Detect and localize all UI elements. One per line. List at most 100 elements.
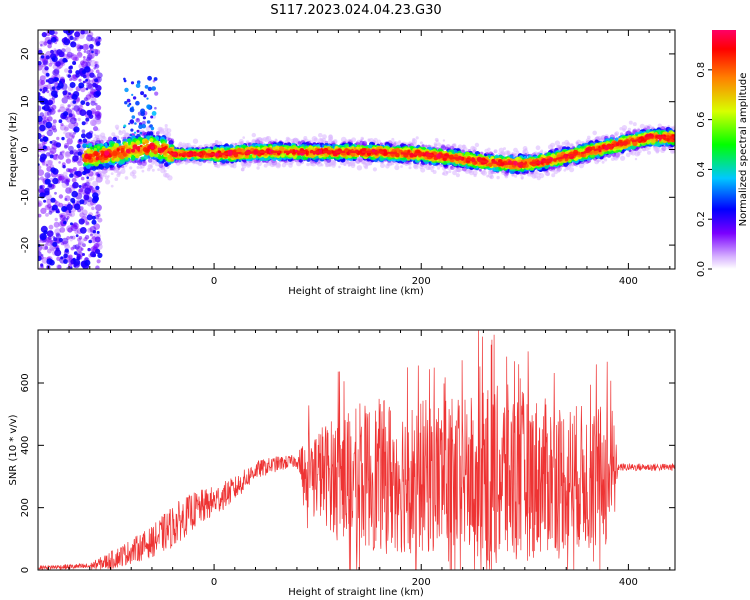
spectral-dot	[361, 137, 364, 141]
spectral-dot	[54, 249, 62, 257]
spectral-dot	[61, 237, 69, 245]
spectral-dot	[86, 176, 89, 179]
spectral-dot	[82, 56, 86, 59]
spectral-dot	[85, 117, 90, 122]
spectral-dot	[105, 179, 111, 185]
spectral-dot	[83, 50, 87, 53]
spectral-dot	[157, 168, 161, 172]
spectral-dot	[58, 194, 64, 199]
spectral-dot	[420, 167, 426, 173]
spectral-dot	[437, 166, 440, 170]
spectral-dot	[83, 97, 88, 102]
spectral-dot	[110, 184, 114, 188]
spectral-dot	[75, 70, 80, 75]
spectral-dot	[154, 106, 157, 110]
spectral-dot	[52, 204, 58, 211]
spectral-dot	[68, 254, 73, 260]
spectral-dot	[46, 230, 54, 238]
spectral-dot	[65, 151, 71, 157]
spectral-dot	[604, 158, 608, 162]
spectral-dot	[115, 127, 119, 131]
spectral-dot	[297, 141, 301, 145]
spectral-dot	[554, 140, 561, 146]
spectral-dot	[43, 104, 50, 112]
spectral-dot	[166, 132, 172, 138]
spectral-dot	[92, 192, 99, 199]
spectral-dot	[130, 128, 134, 132]
spectral-dot	[107, 158, 111, 162]
spectral-dot	[73, 251, 78, 256]
spectral-dot	[89, 72, 95, 78]
spectral-dot	[38, 255, 42, 262]
spectral-dot	[79, 45, 84, 50]
spectral-dot	[63, 38, 71, 46]
spectral-dot	[43, 41, 48, 46]
spectral-dot	[398, 140, 401, 143]
spectral-dot	[44, 178, 51, 185]
spectral-dot	[82, 184, 87, 189]
spectral-dot	[44, 246, 49, 250]
spectral-dot	[43, 199, 47, 203]
spectral-dot	[90, 100, 96, 106]
spectral-dot	[66, 95, 71, 100]
spectral-dot	[503, 147, 506, 151]
spectral-dot	[535, 171, 539, 175]
spectral-dot	[51, 86, 56, 90]
spectral-dot	[150, 115, 154, 119]
spectral-dot	[647, 150, 651, 155]
spectral-dot	[141, 169, 145, 173]
spectral-dot	[84, 259, 91, 266]
spectral-dot	[95, 265, 100, 269]
spectral-dot	[96, 211, 99, 214]
spectral-dot	[92, 180, 99, 187]
spectral-dot	[49, 140, 53, 144]
spectral-dot	[79, 199, 85, 205]
spectral-dot	[70, 197, 76, 203]
spectral-dot	[620, 155, 626, 161]
spectrogram-image	[38, 30, 675, 269]
spectral-dot	[82, 43, 89, 51]
spectral-dot	[55, 153, 59, 157]
spectral-dot	[96, 230, 100, 234]
spectral-dot	[65, 132, 72, 139]
spectral-dot	[621, 125, 628, 131]
spectral-dot	[40, 253, 44, 257]
spectral-dot	[123, 77, 126, 81]
spectral-dot	[592, 130, 597, 136]
spectral-dot	[306, 162, 310, 167]
spectral-dot	[89, 233, 93, 237]
spectral-dot	[74, 203, 81, 210]
spectral-dot	[234, 142, 238, 146]
spectral-dot	[52, 69, 60, 76]
spectral-dot	[493, 149, 498, 154]
spectral-dot	[408, 166, 412, 170]
spectral-dot	[455, 173, 460, 178]
spectral-dot	[92, 230, 97, 234]
spectral-dot	[82, 80, 86, 84]
spectral-dot	[82, 170, 87, 176]
spectral-dot	[69, 82, 76, 88]
spectral-dot	[442, 139, 446, 142]
spectral-dot	[62, 150, 65, 154]
spectral-dot	[97, 145, 101, 149]
spectral-dot	[132, 96, 137, 100]
spectral-dot	[74, 244, 80, 250]
spectral-dot	[40, 207, 47, 214]
spectral-dot	[380, 163, 385, 168]
spectral-dot	[40, 153, 47, 161]
spectral-dot	[587, 135, 591, 140]
spectral-dot	[281, 154, 284, 158]
spectral-dot	[391, 137, 395, 141]
spectral-dot	[146, 97, 149, 100]
spectral-dot	[154, 91, 159, 96]
spectral-dot	[91, 215, 96, 220]
spectral-dot	[434, 143, 438, 147]
spectral-dot	[47, 39, 52, 45]
spectral-dot	[38, 202, 42, 207]
spectral-dot	[58, 161, 61, 164]
spectral-dot	[263, 163, 268, 168]
spectral-dot	[68, 145, 74, 152]
spectral-dot	[298, 155, 302, 160]
spectral-dot	[164, 124, 168, 128]
spectral-dot	[70, 222, 73, 226]
